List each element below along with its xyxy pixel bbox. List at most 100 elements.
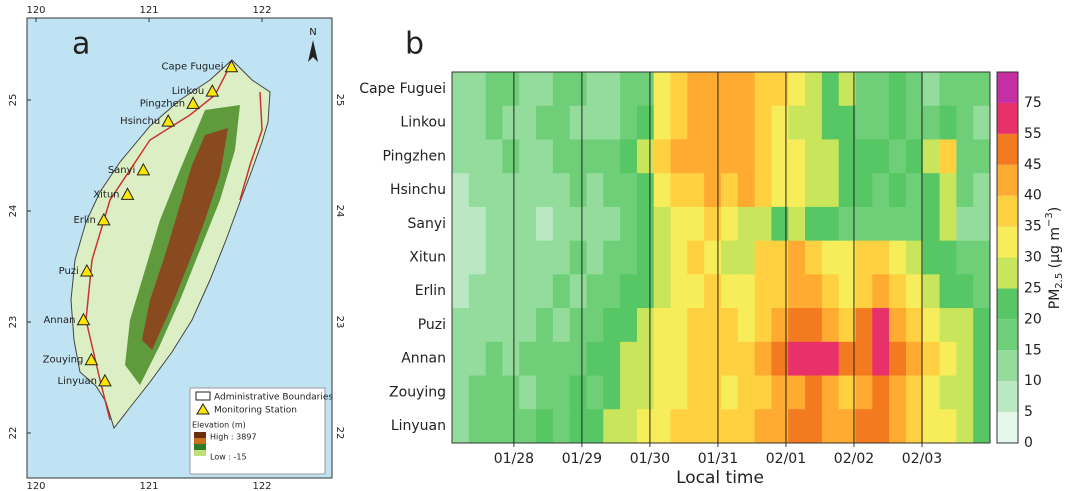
heat-cell: [788, 409, 806, 444]
heat-cell: [687, 375, 705, 410]
heat-cell: [721, 206, 739, 242]
heat-cell: [805, 173, 823, 208]
colorbar-tick-label: 20: [1024, 311, 1042, 327]
heat-cell: [519, 105, 537, 140]
colorbar-segment: [997, 195, 1018, 227]
heat-cell: [603, 409, 621, 444]
heat-cell: [569, 341, 587, 376]
heat-cell: [603, 139, 621, 174]
heat-cell: [939, 308, 957, 343]
heat-cell: [922, 308, 940, 343]
heat-cell: [805, 240, 823, 275]
heat-cell: [569, 375, 587, 410]
row-label: Xitun: [409, 250, 446, 266]
heat-cell: [754, 206, 772, 242]
heat-cell: [872, 375, 890, 410]
colorbar-tick-label: 10: [1024, 373, 1042, 389]
heat-cell: [754, 240, 772, 275]
heat-cell: [771, 206, 789, 242]
heat-cell: [519, 409, 537, 444]
heat-cell: [771, 341, 789, 376]
station-marker: [76, 312, 91, 326]
colorbar-segment: [997, 72, 1018, 103]
colorbar-tick-label: 5: [1024, 404, 1033, 420]
legend-text: High : 3897: [210, 433, 257, 442]
legend-text: Low : -15: [210, 453, 247, 462]
heat-cell: [586, 375, 604, 410]
heat-cell: [468, 240, 487, 275]
heat-cell: [922, 72, 940, 107]
heat-cell: [771, 308, 789, 343]
heat-cell: [838, 375, 856, 410]
heat-cell: [855, 206, 873, 242]
heat-cell: [569, 240, 587, 275]
heat-cell: [552, 105, 571, 140]
heat-cell: [552, 173, 571, 208]
heat-cell: [754, 139, 772, 174]
row-label: Puzi: [418, 317, 446, 333]
heat-cell: [821, 409, 840, 444]
heat-cell: [620, 409, 638, 444]
heat-cell: [889, 105, 907, 140]
x-tick-label: 01/30: [630, 451, 670, 467]
heat-cell: [653, 308, 671, 343]
colorbar-label-part: 2.5: [1054, 273, 1065, 289]
heat-cell: [704, 206, 722, 242]
heat-cell: [889, 240, 907, 275]
heat-cell: [939, 173, 957, 208]
heat-cell: [872, 139, 890, 174]
colorbar-tick-label: 15: [1024, 342, 1042, 358]
heat-cell: [889, 341, 907, 376]
high-peaks: [142, 128, 228, 350]
heat-cell: [721, 240, 739, 275]
heat-cell: [821, 206, 840, 242]
heat-cell: [502, 173, 520, 208]
heat-cell: [636, 240, 655, 275]
heat-cell: [889, 308, 907, 343]
colorbar-tick-label: 30: [1024, 250, 1042, 266]
heat-cell: [788, 105, 806, 140]
heat-cell: [788, 139, 806, 174]
heat-cell: [721, 105, 739, 140]
heat-cell: [956, 375, 974, 410]
heat-cell: [821, 72, 840, 107]
heat-cell: [620, 72, 638, 107]
heat-cell: [788, 274, 806, 309]
colorbar-segment: [997, 226, 1018, 258]
station-label: Sanyi: [108, 165, 136, 176]
heat-cell: [653, 173, 671, 208]
heat-cell: [536, 72, 554, 107]
heat-cell: [485, 139, 503, 174]
heat-cell: [468, 173, 487, 208]
colorbar-tick-label: 75: [1024, 95, 1042, 111]
heat-cell: [636, 274, 655, 309]
lon-tick-label: 121: [139, 5, 158, 16]
heat-cell: [737, 308, 756, 343]
heat-cell: [905, 274, 924, 309]
station-marker: [120, 187, 135, 200]
colorbar-segment: [997, 288, 1018, 320]
heat-cell: [838, 173, 856, 208]
heat-cell: [670, 308, 688, 343]
heat-cell: [905, 72, 924, 107]
station-label: Annan: [43, 315, 75, 326]
heat-cell: [519, 308, 537, 343]
heat-cell: [687, 72, 705, 107]
heat-cell: [939, 139, 957, 174]
heat-cell: [704, 308, 722, 343]
legend-swatch: [195, 391, 211, 401]
heat-cell: [586, 341, 604, 376]
heat-cell: [670, 105, 688, 140]
heat-cell: [855, 274, 873, 309]
heat-cell: [771, 139, 789, 174]
heat-cell: [821, 139, 840, 174]
heat-cell: [452, 308, 470, 343]
heat-cell: [653, 274, 671, 309]
heat-cell: [855, 409, 873, 444]
heat-cell: [721, 409, 739, 444]
heat-cell: [603, 341, 621, 376]
station-marker: [136, 162, 151, 176]
row-label: Linkou: [400, 115, 446, 131]
heat-cell: [653, 240, 671, 275]
